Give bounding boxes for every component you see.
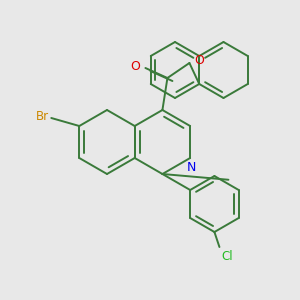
Text: Br: Br — [36, 110, 49, 124]
Text: O: O — [130, 59, 140, 73]
Text: Cl: Cl — [221, 250, 233, 263]
Text: O: O — [194, 55, 204, 68]
Text: N: N — [187, 161, 196, 174]
